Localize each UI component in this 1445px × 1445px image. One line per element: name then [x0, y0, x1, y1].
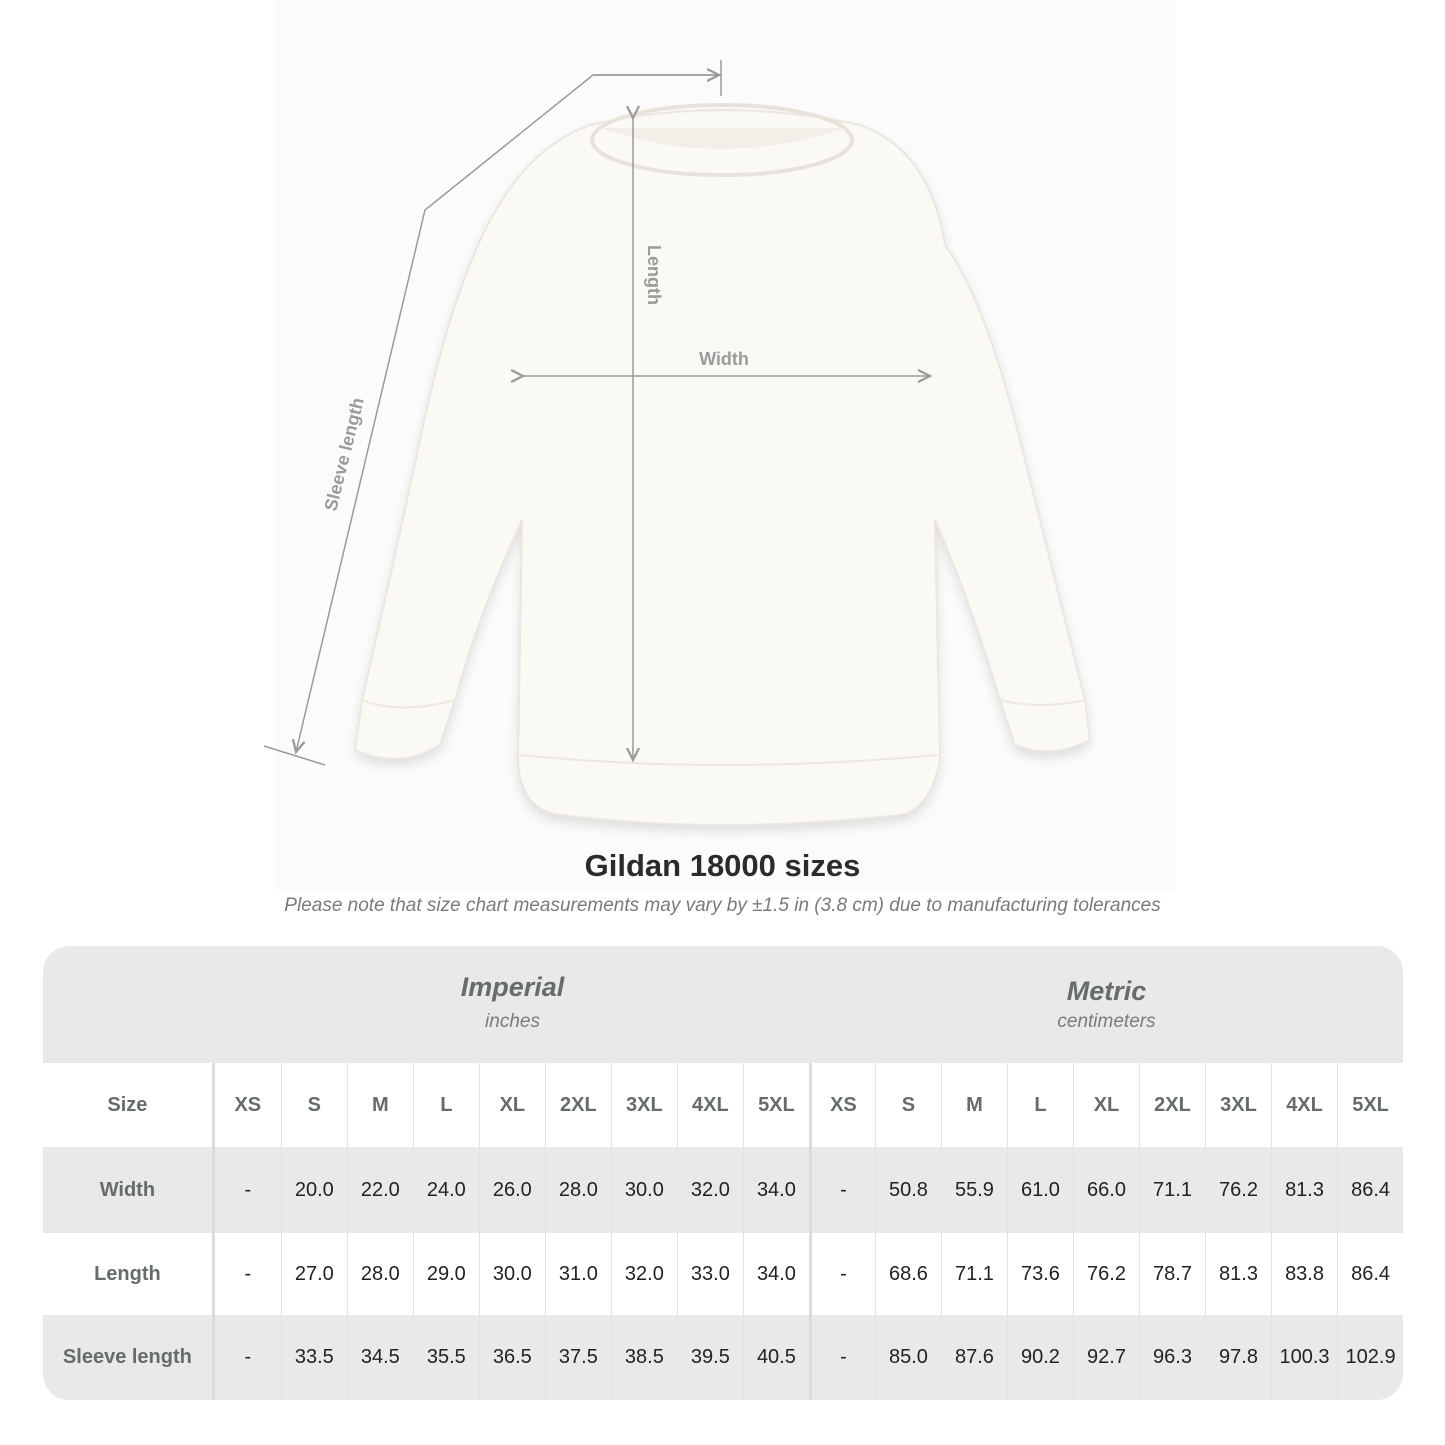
imperial-value-cell: 28.0	[346, 1233, 413, 1315]
imperial-value-cell: 24.0	[412, 1147, 479, 1233]
imperial-value-cell: 27.0	[280, 1233, 347, 1315]
imperial-value-cell: 36.5	[478, 1315, 545, 1400]
metric-value-cell: 71.1	[1139, 1147, 1205, 1233]
imperial-value-cell: 31.0	[544, 1233, 611, 1315]
imperial-value-cell: 32.0	[676, 1147, 743, 1233]
metric-value-cell: 86.4	[1337, 1233, 1403, 1315]
length-label: Length	[644, 245, 664, 305]
metric-size-header: S	[874, 1063, 941, 1147]
metric-value-cell: 68.6	[874, 1233, 941, 1315]
metric-value-cell: -	[808, 1233, 875, 1315]
imperial-size-header: XS	[234, 1093, 262, 1116]
imperial-header: Imperial inches	[215, 946, 810, 1033]
page-title: Gildan 18000 sizes	[584, 848, 861, 883]
metric-value-cell: 92.7	[1072, 1315, 1139, 1400]
metric-size-header: 3XL	[1205, 1063, 1271, 1147]
imperial-value-cell: 29.0	[412, 1233, 479, 1315]
imperial-value-cell: 34.0	[742, 1147, 809, 1233]
size-table: Imperial inches Metric centimeters Size X…	[43, 946, 1403, 1400]
metric-unit: centimeters	[1057, 1011, 1156, 1032]
imperial-value-cell: 20.0	[280, 1147, 347, 1233]
imperial-value-cell: 33.0	[676, 1233, 743, 1315]
imperial-size-header: 5XL	[742, 1063, 809, 1147]
metric-value-cell: 90.2	[1006, 1315, 1073, 1400]
metric-value-cell: 50.8	[874, 1147, 941, 1233]
metric-title: Metric	[1066, 976, 1147, 1006]
tolerance-note: Please note that size chart measurements…	[284, 895, 1161, 916]
imperial-value-cell: 39.5	[676, 1315, 743, 1400]
row-label: Length	[43, 1233, 215, 1315]
imperial-value-cell: -	[244, 1262, 252, 1285]
metric-header: Metric centimeters	[810, 946, 1403, 1033]
imperial-value-cell: -	[244, 1178, 252, 1201]
imperial-value-cell: 32.0	[610, 1233, 677, 1315]
imperial-value-cell: 30.0	[478, 1233, 545, 1315]
metric-value-cell: 87.6	[940, 1315, 1007, 1400]
metric-size-header: L	[1006, 1063, 1073, 1147]
imperial-value-cell: 38.5	[610, 1315, 677, 1400]
row-label: Width	[43, 1147, 215, 1233]
imperial-size-header: S	[280, 1063, 347, 1147]
imperial-value-cell: 37.5	[544, 1315, 611, 1400]
table-row: Length -27.0 28.0 29.0 30.0 31.0 32.0 33.0 34.0-…	[43, 1233, 1403, 1315]
measurement-diagram: Length Width Sleeve length	[263, 60, 1092, 831]
metric-size-header: 2XL	[1139, 1063, 1205, 1147]
metric-value-cell: 81.3	[1205, 1233, 1271, 1315]
metric-value-cell: 73.6	[1006, 1233, 1073, 1315]
metric-value-cell: 86.4	[1337, 1147, 1403, 1233]
imperial-size-header: M	[346, 1063, 413, 1147]
metric-value-cell: 78.7	[1139, 1233, 1205, 1315]
metric-size-header: 4XL	[1271, 1063, 1337, 1147]
sweatshirt-image	[353, 103, 1092, 831]
sleeve-length-label: Sleeve length	[320, 396, 367, 513]
imperial-size-header: 3XL	[610, 1063, 677, 1147]
imperial-unit: inches	[485, 1011, 540, 1032]
metric-value-cell: 76.2	[1205, 1147, 1271, 1233]
imperial-size-header: 4XL	[676, 1063, 743, 1147]
metric-value-cell: 61.0	[1006, 1147, 1073, 1233]
imperial-value-cell: 33.5	[280, 1315, 347, 1400]
imperial-value-cell: 22.0	[346, 1147, 413, 1233]
metric-value-cell: -	[808, 1147, 875, 1233]
metric-value-cell: 96.3	[1139, 1315, 1205, 1400]
imperial-value-cell: 35.5	[412, 1315, 479, 1400]
metric-value-cell: 97.8	[1205, 1315, 1271, 1400]
imperial-title: Imperial	[460, 972, 565, 1002]
table-row: Sleeve length - 33.5 34.5 35.5 36.5 37.5 38.5 39…	[43, 1315, 1403, 1400]
imperial-value-cell: 34.5	[346, 1315, 413, 1400]
imperial-size-header: 2XL	[544, 1063, 611, 1147]
metric-size-header: XS	[808, 1063, 875, 1147]
metric-value-cell: 55.9	[940, 1147, 1007, 1233]
metric-value-cell: 66.0	[1072, 1147, 1139, 1233]
metric-size-header: 5XL	[1337, 1063, 1403, 1147]
sweatshirt-body	[353, 109, 1092, 826]
imperial-value-cell: 28.0	[544, 1147, 611, 1233]
imperial-value-cell: 26.0	[478, 1147, 545, 1233]
metric-value-cell: 71.1	[940, 1233, 1007, 1315]
row-label: Sleeve length	[43, 1315, 215, 1400]
metric-value-cell: 83.8	[1271, 1233, 1337, 1315]
size-header-row: Size XS S M L XL 2XL 3XL 4XL 5XL XS S M L XL 2XL 3XL 4XL 5…	[43, 1063, 1403, 1147]
metric-value-cell: 102.9	[1337, 1315, 1403, 1400]
imperial-size-header: L	[412, 1063, 479, 1147]
metric-value-cell: 85.0	[874, 1315, 941, 1400]
unit-header-band	[43, 946, 1403, 1063]
imperial-value-cell: -	[244, 1346, 252, 1368]
imperial-size-header: XL	[478, 1063, 545, 1147]
imperial-value-cell: 34.0	[742, 1233, 809, 1315]
imperial-value-cell: 40.5	[742, 1315, 809, 1400]
metric-value-cell: -	[808, 1315, 875, 1400]
metric-value-cell: 76.2	[1072, 1233, 1139, 1315]
metric-value-cell: 81.3	[1271, 1147, 1337, 1233]
imperial-value-cell: 30.0	[610, 1147, 677, 1233]
metric-size-header: XL	[1072, 1063, 1139, 1147]
table-row: Width -20.0 22.0 24.0 26.0 28.0 30.0 32.0 34.0-5…	[43, 1147, 1403, 1233]
metric-size-header: M	[940, 1063, 1007, 1147]
width-label: Width	[699, 349, 749, 369]
row-label: Size	[43, 1063, 215, 1147]
metric-value-cell: 100.3	[1271, 1315, 1337, 1400]
